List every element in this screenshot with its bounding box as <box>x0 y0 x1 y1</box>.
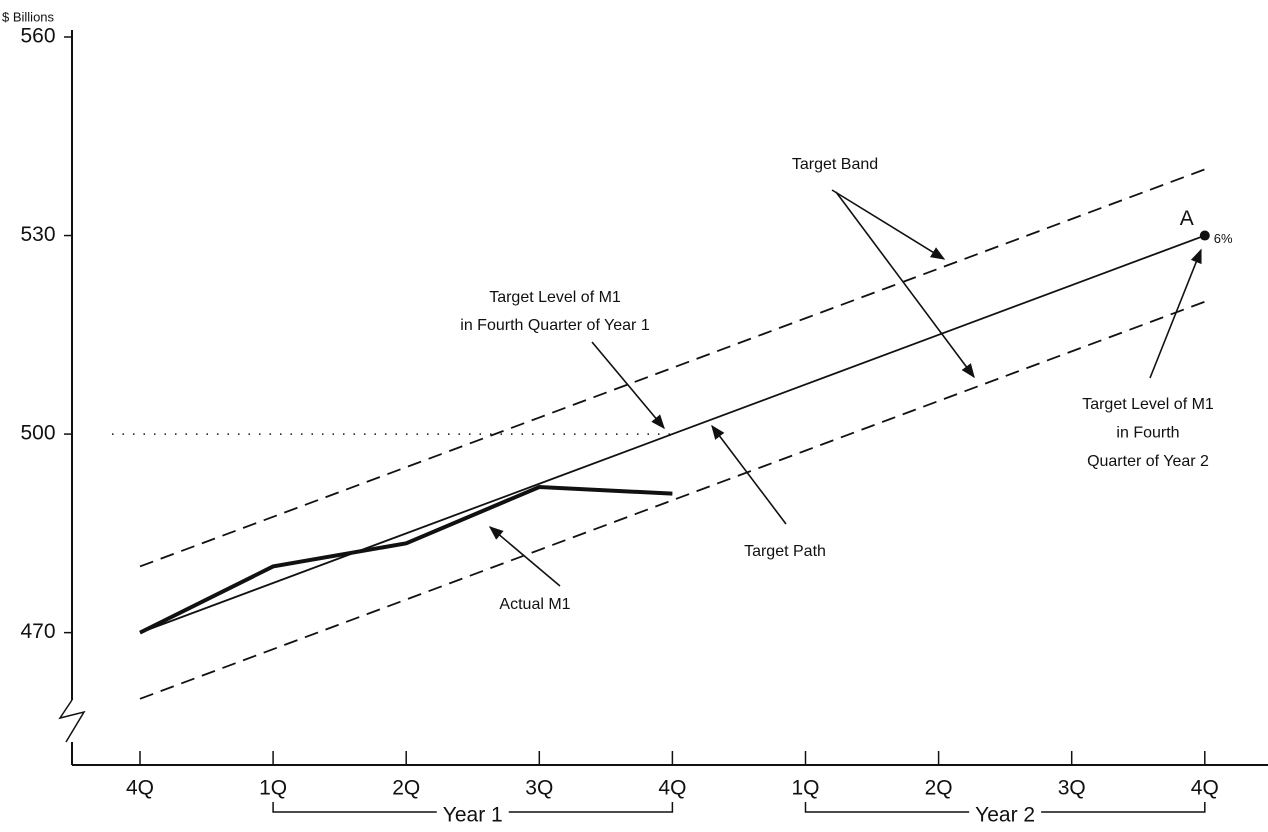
axis-break <box>58 699 86 743</box>
group-bracket <box>804 802 1206 813</box>
annotation: Target Level of M1 <box>1082 396 1214 413</box>
series-line <box>139 485 673 635</box>
x-tick-label: 4Q <box>126 777 154 800</box>
annotation: Target Level of M1 <box>489 289 621 306</box>
series-line <box>139 234 1206 634</box>
arrows <box>488 189 1202 587</box>
group-label: Year 1 <box>443 804 503 827</box>
annotation: Quarter of Year 2 <box>1087 453 1209 470</box>
annotation: Actual M1 <box>499 596 570 613</box>
y-axis-label: $ Billions <box>2 9 55 24</box>
x-tick-label: 3Q <box>525 777 553 800</box>
annotation: Target Band <box>792 156 878 173</box>
y-tick-label: 470 <box>20 620 55 643</box>
annotation: in Fourth Quarter of Year 1 <box>460 317 650 334</box>
y-tick-label: 560 <box>20 25 55 48</box>
x-tick-label: 2Q <box>392 777 420 800</box>
point-value-label: 6% <box>1214 231 1233 246</box>
annotation: in Fourth <box>1116 425 1179 442</box>
x-tick-label: 4Q <box>1191 777 1219 800</box>
y-tick-label: 530 <box>20 223 55 246</box>
x-tick-label: 3Q <box>1058 777 1086 800</box>
point-marker <box>1199 230 1210 241</box>
group-label: Year 2 <box>975 804 1035 827</box>
group-bracket <box>272 802 674 813</box>
x-tick-label: 1Q <box>791 777 819 800</box>
point-label: A <box>1180 207 1194 230</box>
x-tick-label: 4Q <box>658 777 686 800</box>
series-line <box>139 168 1206 568</box>
annotation: Target Path <box>744 543 826 560</box>
x-tick-label: 1Q <box>259 777 287 800</box>
y-tick-label: 500 <box>20 422 55 445</box>
x-tick-label: 2Q <box>925 777 953 800</box>
series-line <box>139 300 1206 700</box>
